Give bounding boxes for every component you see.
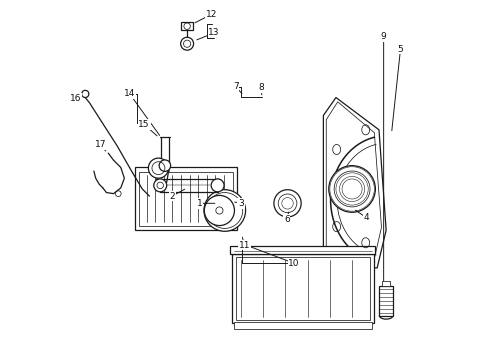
Circle shape: [215, 207, 223, 214]
Bar: [231, 253, 373, 323]
Text: 17: 17: [94, 140, 106, 149]
Text: 16: 16: [70, 94, 81, 103]
Circle shape: [204, 195, 234, 226]
Text: 11: 11: [238, 241, 250, 250]
Circle shape: [153, 179, 166, 192]
Text: 15: 15: [138, 120, 149, 129]
Text: 14: 14: [124, 89, 135, 98]
Text: 8: 8: [258, 83, 264, 92]
Bar: [379, 286, 392, 316]
Circle shape: [148, 158, 168, 178]
Text: 3: 3: [238, 199, 244, 208]
Text: 10: 10: [287, 259, 299, 268]
Text: 12: 12: [205, 10, 217, 19]
Circle shape: [180, 37, 193, 50]
Bar: [181, 22, 192, 30]
Text: 13: 13: [208, 28, 219, 37]
Text: 9: 9: [380, 32, 386, 41]
Circle shape: [273, 190, 301, 217]
Text: 1: 1: [196, 199, 202, 208]
Bar: [230, 246, 375, 253]
Bar: [233, 322, 371, 329]
Text: 7: 7: [233, 82, 238, 91]
Text: 4: 4: [363, 213, 368, 222]
Text: 5: 5: [397, 45, 403, 54]
Circle shape: [211, 179, 224, 192]
Bar: [139, 172, 233, 226]
Circle shape: [159, 160, 170, 171]
Circle shape: [203, 190, 245, 231]
Bar: [235, 257, 369, 320]
Text: 2: 2: [169, 192, 175, 201]
Text: 6: 6: [284, 215, 289, 224]
Bar: [382, 282, 389, 286]
Circle shape: [328, 166, 375, 212]
Bar: [135, 167, 237, 230]
